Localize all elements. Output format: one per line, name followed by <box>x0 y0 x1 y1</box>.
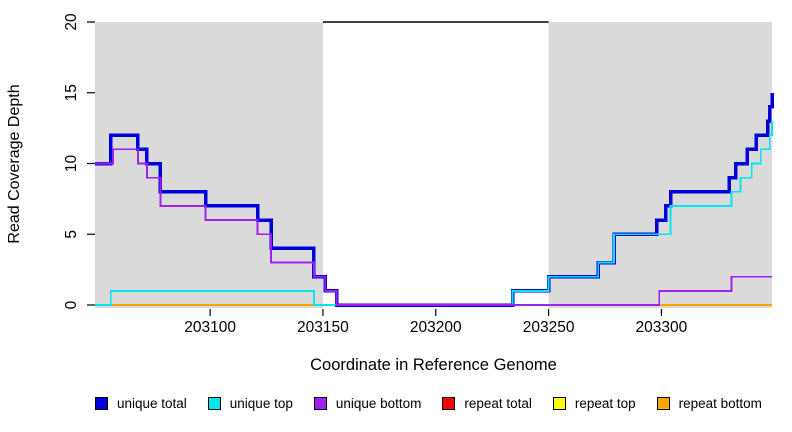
legend-label-repeat-bottom: repeat bottom <box>678 396 762 411</box>
coverage-band <box>95 22 323 308</box>
x-tick-label: 203300 <box>636 319 688 336</box>
y-tick-label: 15 <box>63 84 80 101</box>
legend-item-repeat-top: repeat top <box>552 396 636 411</box>
legend-item-unique-total: unique total <box>95 396 187 411</box>
x-tick-label: 203100 <box>184 319 236 336</box>
y-tick-label: 20 <box>63 13 80 31</box>
legend-label-repeat-top: repeat top <box>574 396 636 411</box>
x-tick-label: 203200 <box>410 319 462 336</box>
legend-swatch-unique-bottom <box>313 397 327 410</box>
legend-label-repeat-total: repeat total <box>464 396 532 411</box>
legend-swatch-unique-top <box>207 397 221 410</box>
x-axis-title: Coordinate in Reference Genome <box>310 356 557 374</box>
legend-swatch-repeat-top <box>552 397 566 410</box>
y-tick-label: 0 <box>63 300 80 309</box>
legend-item-unique-bottom: unique bottom <box>313 396 422 411</box>
legend-swatch-unique-total <box>95 397 108 410</box>
legend-label-unique-bottom: unique bottom <box>335 396 422 411</box>
y-axis-title: Read Coverage Depth <box>6 84 23 244</box>
legend-swatch-repeat-total <box>442 397 456 410</box>
y-tick-label: 5 <box>63 230 80 239</box>
series-unique-bottom <box>95 148 772 306</box>
legend-swatch-repeat-bottom <box>656 397 670 410</box>
legend-item-repeat-bottom: repeat bottom <box>656 396 762 411</box>
y-tick-label: 10 <box>63 155 80 173</box>
legend: unique total unique top unique bottom repea… <box>95 396 762 411</box>
legend-label-unique-total: unique total <box>117 396 187 411</box>
x-tick-label: 203250 <box>523 319 575 336</box>
x-tick-label: 203150 <box>297 319 349 336</box>
legend-item-unique-top: unique top <box>207 396 293 411</box>
legend-item-repeat-total: repeat total <box>442 396 532 411</box>
legend-label-unique-top: unique top <box>229 396 293 411</box>
